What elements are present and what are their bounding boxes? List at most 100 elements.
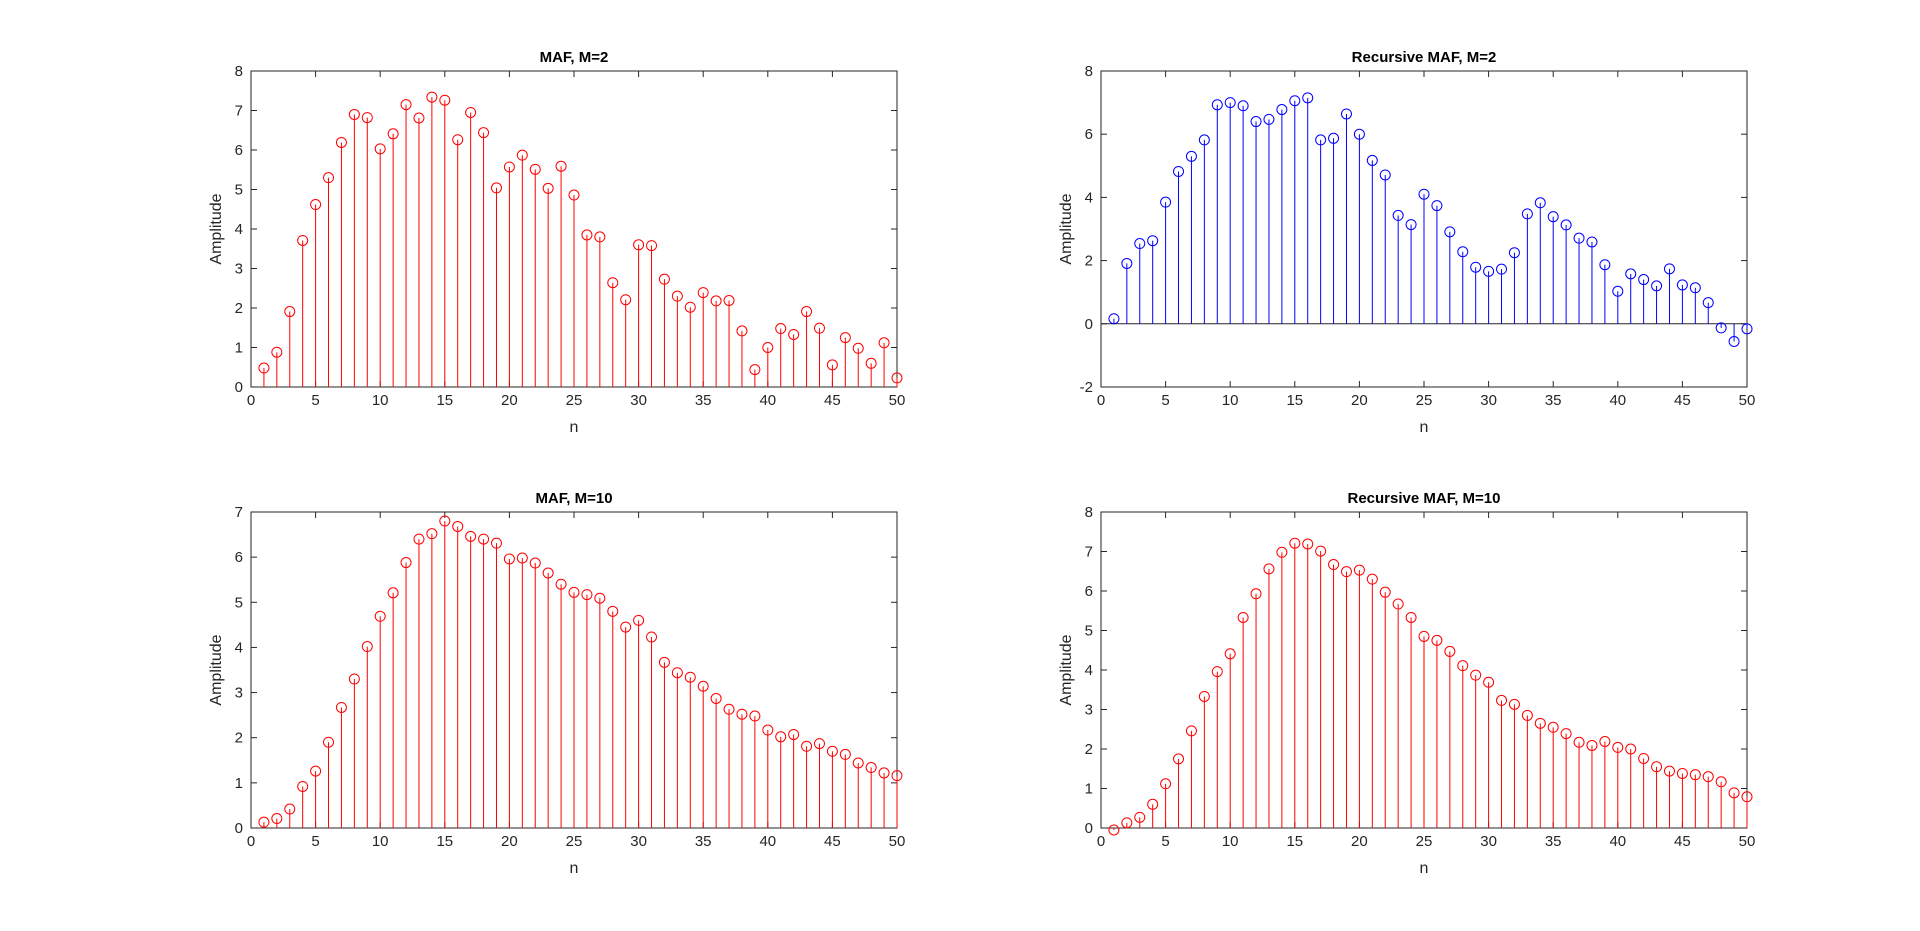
stem-marker bbox=[1431, 634, 1443, 646]
stem-marker bbox=[1173, 165, 1185, 177]
stem-marker bbox=[400, 99, 412, 111]
y-tick-label: 1 bbox=[235, 775, 243, 792]
stem-marker bbox=[1728, 787, 1740, 799]
stem-marker bbox=[452, 134, 464, 146]
stem-marker bbox=[607, 605, 619, 617]
stem-marker bbox=[620, 294, 632, 306]
stem-marker bbox=[1418, 630, 1430, 642]
stem-marker bbox=[762, 342, 774, 353]
x-tick-label: 45 bbox=[824, 833, 841, 850]
stem-marker bbox=[658, 656, 670, 668]
stem-marker bbox=[1263, 113, 1275, 125]
stem-marker bbox=[529, 557, 541, 569]
stem-marker bbox=[684, 301, 696, 313]
stem-marker bbox=[1302, 538, 1314, 550]
y-tick-label: 5 bbox=[235, 594, 243, 611]
stem-marker bbox=[633, 239, 645, 251]
stem-marker bbox=[1160, 778, 1172, 790]
x-tick-label: 45 bbox=[1674, 833, 1691, 850]
x-tick-label: 10 bbox=[1222, 392, 1239, 409]
x-tick-label: 35 bbox=[1545, 833, 1562, 850]
stem-marker bbox=[775, 731, 787, 743]
stem-marker bbox=[658, 273, 670, 285]
x-tick-label: 35 bbox=[1545, 392, 1562, 409]
stem-marker bbox=[465, 106, 477, 118]
x-tick-label: 5 bbox=[1161, 833, 1169, 850]
stem-marker bbox=[891, 372, 903, 384]
x-tick-label: 45 bbox=[1674, 392, 1691, 409]
y-tick-label: 1 bbox=[1085, 781, 1093, 798]
stem-marker bbox=[1521, 709, 1533, 721]
stem-marker bbox=[1224, 648, 1236, 660]
stem-marker bbox=[1651, 761, 1663, 773]
stem-marker bbox=[452, 520, 464, 532]
y-tick-label: 6 bbox=[1085, 126, 1093, 143]
x-tick-label: 15 bbox=[436, 392, 453, 409]
stem-marker bbox=[542, 567, 554, 579]
x-tick-label: 10 bbox=[372, 392, 389, 409]
stem-marker bbox=[361, 112, 373, 124]
stem-marker bbox=[1173, 753, 1185, 765]
y-tick-label: 4 bbox=[1085, 662, 1093, 679]
stem-marker bbox=[555, 578, 567, 590]
stem-marker bbox=[1263, 563, 1275, 575]
x-tick-label: 40 bbox=[1609, 392, 1626, 409]
y-tick-label: 5 bbox=[1085, 623, 1093, 640]
stem-marker bbox=[1289, 95, 1301, 107]
stem-marker bbox=[607, 277, 619, 289]
x-tick-label: 0 bbox=[247, 392, 255, 409]
x-tick-label: 35 bbox=[695, 833, 712, 850]
y-tick-label: 3 bbox=[1085, 702, 1093, 719]
stem-marker bbox=[633, 614, 645, 626]
x-tick-label: 10 bbox=[372, 833, 389, 850]
stem-marker bbox=[723, 294, 735, 306]
stem-marker bbox=[1483, 265, 1495, 277]
stem-marker bbox=[749, 364, 761, 376]
stem-marker bbox=[555, 160, 567, 172]
stem-marker bbox=[1521, 208, 1533, 220]
stem-marker bbox=[1534, 717, 1546, 729]
chart-title: Recursive MAF, M=2 bbox=[1352, 49, 1497, 66]
stem-marker bbox=[1315, 134, 1327, 146]
stem-marker bbox=[1689, 282, 1701, 294]
stem-marker bbox=[1715, 322, 1727, 334]
chart-title: MAF, M=2 bbox=[540, 49, 609, 66]
stem-marker bbox=[1560, 728, 1572, 740]
stem-marker bbox=[439, 515, 451, 527]
stem-marker bbox=[297, 234, 309, 246]
stem-marker bbox=[1237, 611, 1249, 623]
stem-marker bbox=[620, 621, 632, 633]
stem-marker bbox=[1586, 739, 1598, 751]
stem-marker bbox=[671, 667, 683, 679]
stem-marker bbox=[1147, 235, 1159, 247]
stem-marker bbox=[671, 290, 683, 302]
x-tick-label: 0 bbox=[247, 833, 255, 850]
stem-marker bbox=[310, 199, 322, 211]
stem-marker bbox=[1612, 741, 1624, 753]
stem-marker bbox=[1483, 676, 1495, 688]
stem-marker bbox=[1496, 694, 1508, 706]
stem-marker bbox=[1547, 721, 1559, 733]
stem-marker bbox=[1315, 545, 1327, 557]
x-tick-label: 15 bbox=[1286, 833, 1303, 850]
stem-marker bbox=[813, 322, 825, 334]
y-tick-label: -2 bbox=[1080, 379, 1093, 396]
stem-marker bbox=[1198, 134, 1210, 146]
x-tick-label: 50 bbox=[889, 833, 906, 850]
stem-marker bbox=[852, 342, 864, 354]
stem-marker bbox=[684, 671, 696, 683]
y-tick-label: 1 bbox=[235, 340, 243, 357]
stem-marker bbox=[865, 762, 877, 774]
stem-marker bbox=[387, 587, 399, 599]
stem-marker bbox=[710, 295, 722, 307]
y-tick-label: 2 bbox=[1085, 253, 1093, 270]
stem-marker bbox=[1728, 335, 1740, 347]
x-tick-label: 5 bbox=[311, 392, 319, 409]
stem-marker bbox=[1328, 132, 1340, 144]
x-tick-label: 15 bbox=[1286, 392, 1303, 409]
stem-marker bbox=[1392, 598, 1404, 610]
stem-marker bbox=[374, 143, 386, 155]
